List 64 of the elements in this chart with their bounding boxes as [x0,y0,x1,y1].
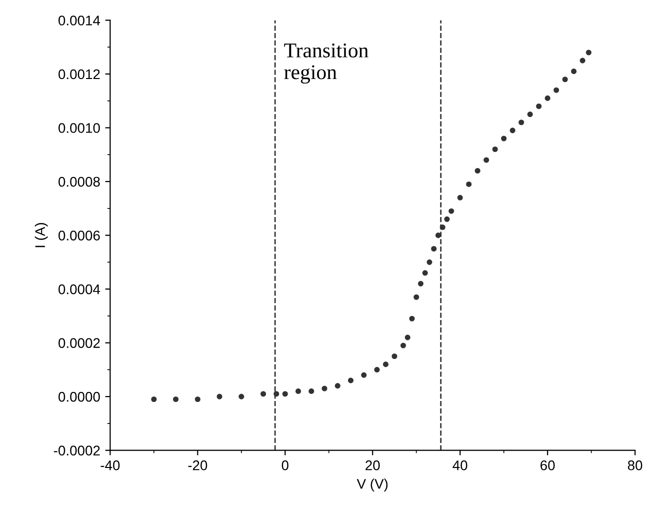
point [392,353,398,360]
point [510,128,516,134]
y-tick-label: 0.0004 [58,284,100,294]
point [562,76,568,82]
point [374,366,380,372]
y-tick-label: 0.0006 [58,230,100,240]
point [501,136,507,142]
y-tick-label: 0.0000 [58,392,100,402]
point [444,216,450,222]
point [322,386,328,392]
point [418,280,424,286]
point [426,259,432,265]
point [586,50,592,56]
point [457,194,463,200]
point [194,396,200,402]
point [308,388,314,394]
point [554,87,560,93]
point [580,58,586,64]
point [334,383,340,389]
point [414,294,420,300]
annotation: Transition region [284,43,368,84]
x-tick-label: 60 [540,460,555,470]
point [295,388,302,394]
point [466,181,472,187]
point [536,103,542,110]
y-tick-label: -0.0002 [54,446,100,456]
y-axis-title: I (A) [34,223,48,248]
point [172,396,179,402]
point [474,168,480,174]
point [422,270,428,276]
point [348,378,354,384]
point [571,68,577,74]
x-tick-label: 20 [366,460,380,470]
point [518,120,524,126]
point [448,208,454,214]
y-tick-label: 0.0010 [58,123,100,133]
x-tick-label: 80 [628,460,642,470]
y-tick-label: 0.0014 [58,16,100,26]
x-axis-title: V (V) [356,478,388,492]
point [274,391,280,397]
x-tick-label: 0 [282,460,288,470]
point [409,316,415,322]
point [238,394,244,400]
point [404,334,410,340]
point [431,246,437,252]
x-tick-label: 40 [452,460,468,470]
point [435,232,441,238]
point [151,396,157,402]
x-tick-label: -40 [100,460,120,470]
point [216,394,222,400]
point [440,224,446,230]
point [361,372,367,378]
y-tick-label: 0.0008 [58,176,100,187]
point [484,157,490,163]
point [260,391,266,397]
point [400,342,406,348]
point [492,146,498,152]
x-tick-label: -20 [188,460,208,470]
point [382,362,388,368]
y-tick-label: 0.0002 [58,338,100,348]
y-tick-label: 0.0012 [58,69,100,80]
point [527,112,533,118]
point [282,391,288,397]
point [544,95,550,101]
